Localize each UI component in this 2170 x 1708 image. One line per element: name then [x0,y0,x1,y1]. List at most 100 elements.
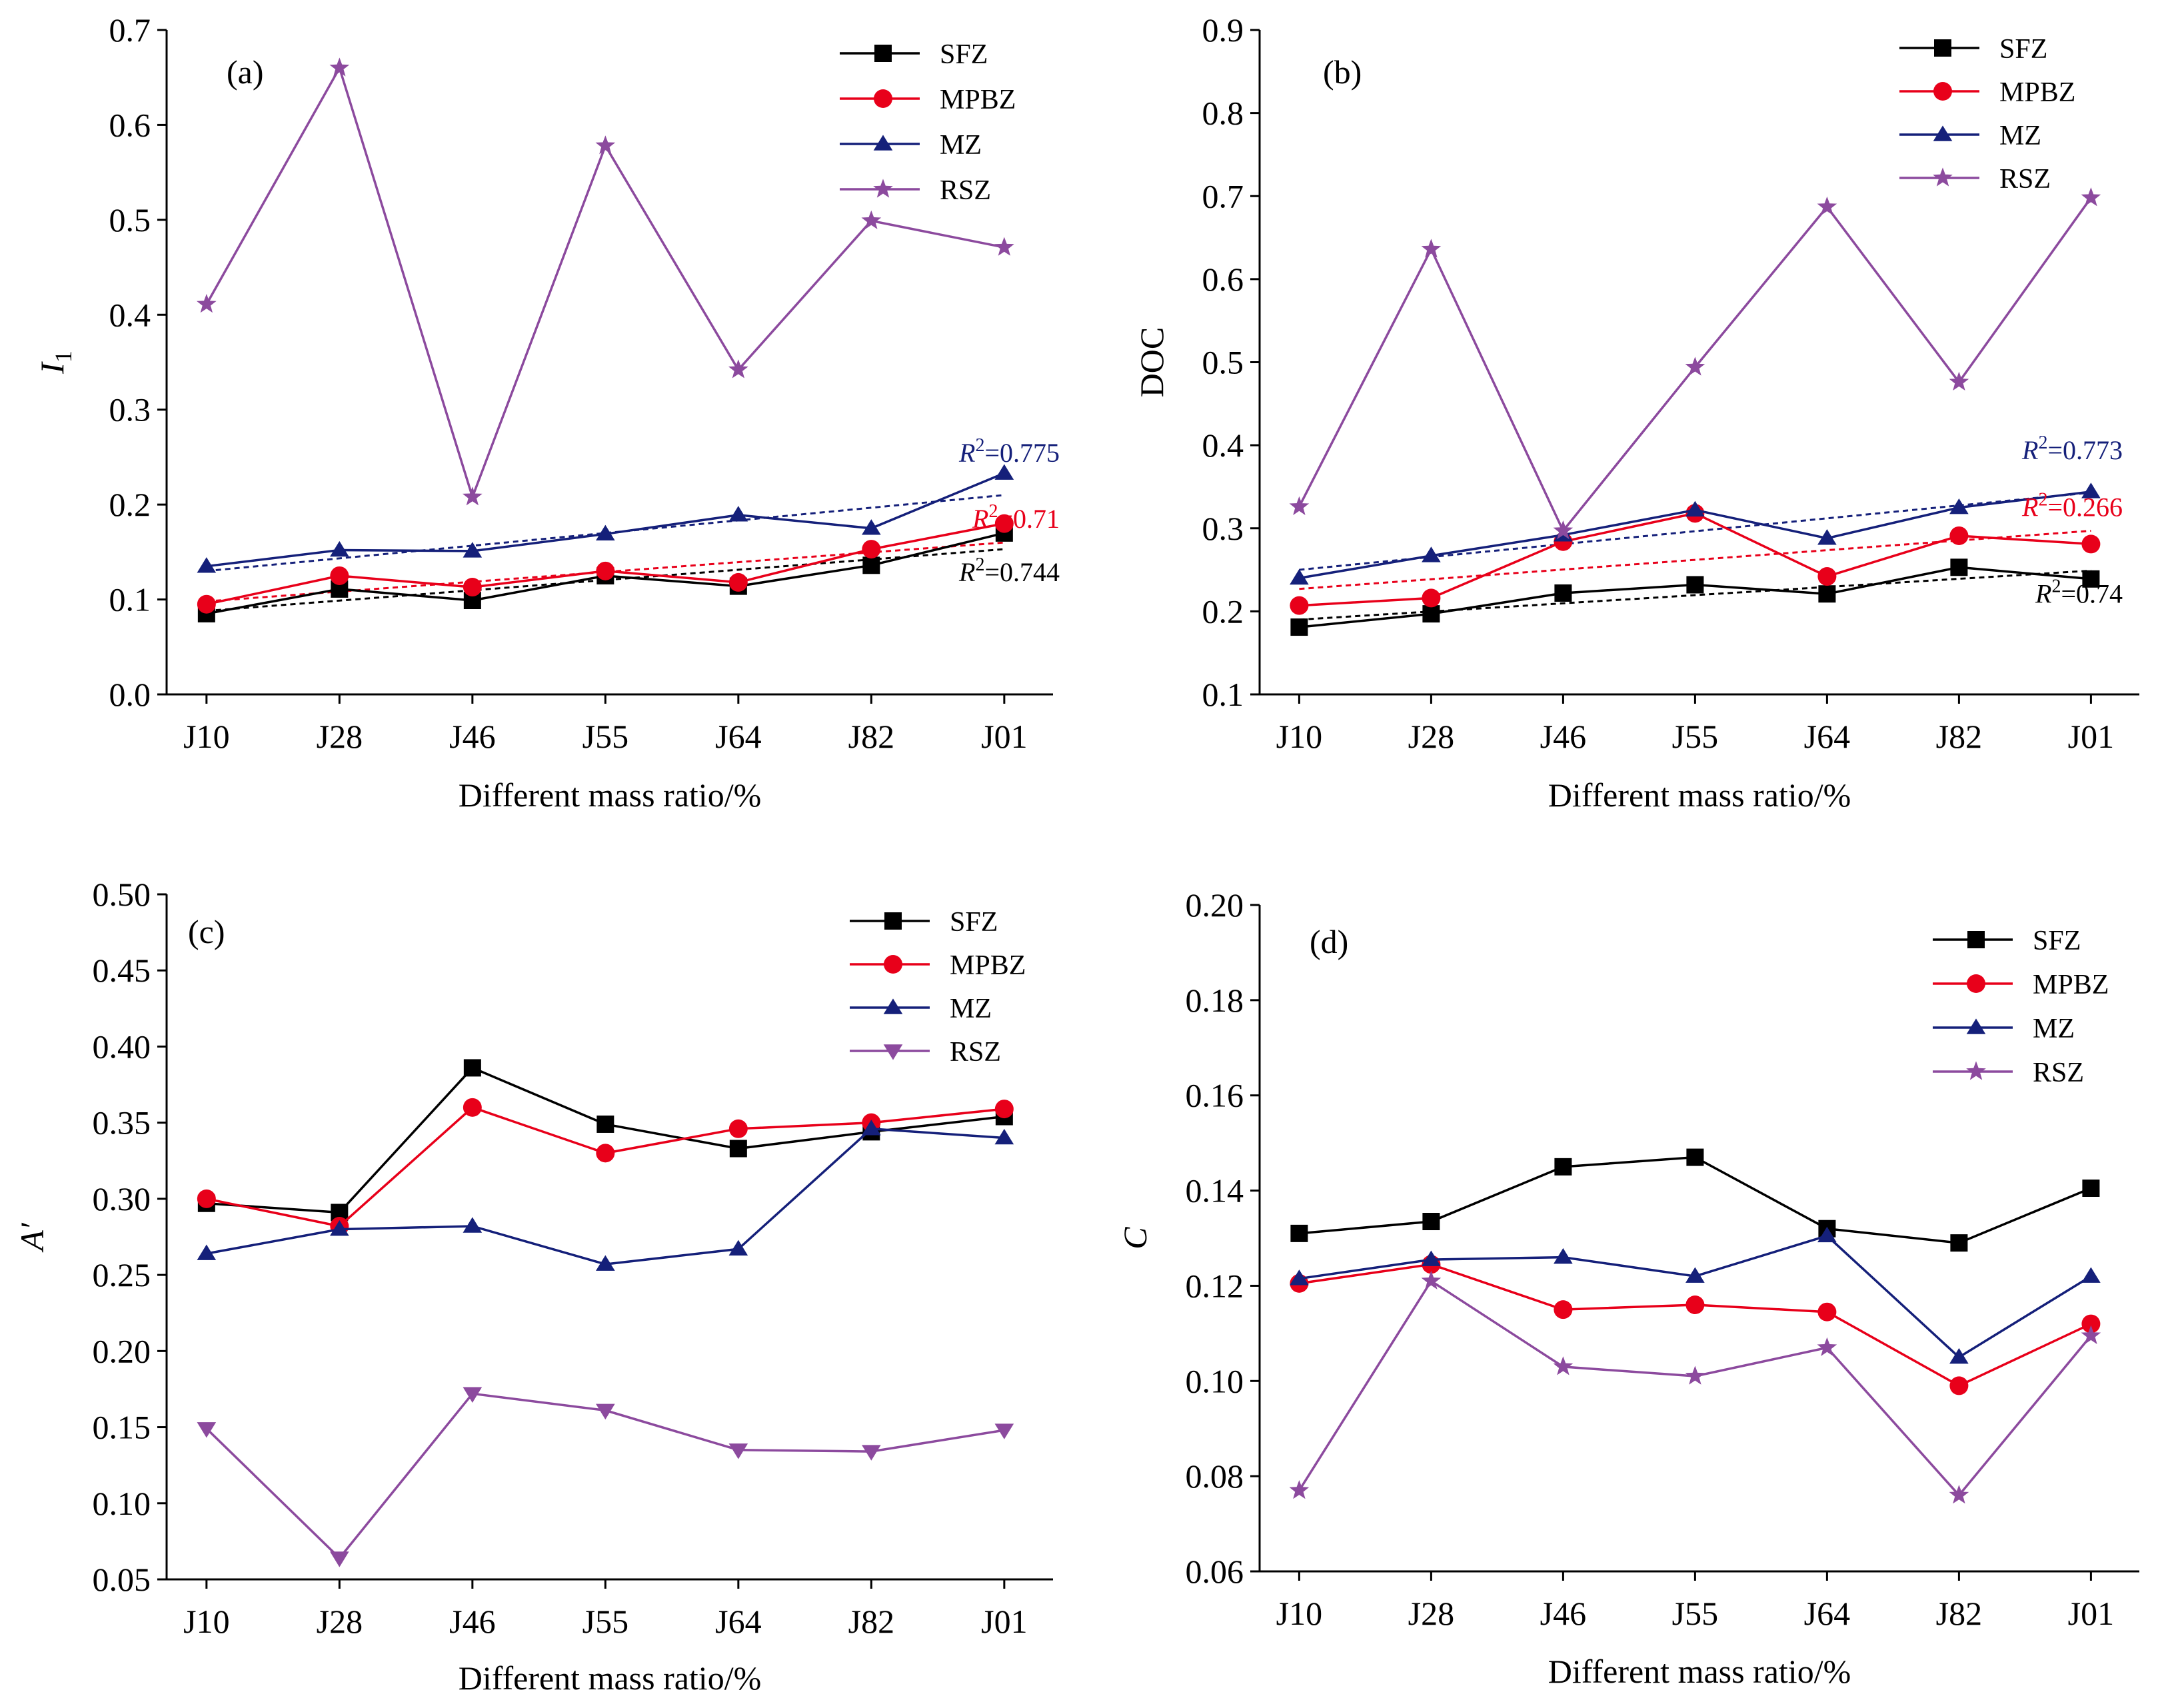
x-tick-label: J55 [582,718,628,755]
series-rsz [1289,187,2101,540]
legend: SFZ MPBZ MZ RSZ [840,39,1016,206]
data-point [1290,596,1309,615]
legend-marker [874,89,892,108]
chart-panel-a: 0.0 0.1 0.2 0.3 0.4 0.5 0.6 0.7 J10 J28 J46 J55 J64 J… [33,11,1060,814]
legend-label: RSZ [950,1037,1001,1068]
data-point [1950,558,1968,576]
data-point [1554,1300,1573,1319]
y-axis-label: DOC [1133,327,1170,398]
y-tick-label: 0.08 [1186,1457,1244,1495]
x-tick-label: J55 [1672,718,1718,755]
data-point [197,557,217,573]
x-axis-label: Different mass ratio/% [1548,776,1851,814]
data-point [596,1403,615,1420]
legend-label: MZ [1999,121,2041,151]
data-point [728,572,748,592]
data-point [1817,1226,1837,1243]
x-tick-label: J01 [981,718,1027,755]
y-tick-label: 0.45 [93,952,151,989]
y-tick-label: 0.5 [109,201,151,239]
data-point [1817,529,1837,545]
data-point [994,464,1014,480]
x-tick-label: J01 [981,1603,1027,1640]
data-point [2082,570,2100,588]
data-point [1289,496,1310,515]
legend-marker [1966,1061,1986,1080]
series-sfz [1290,1148,2100,1252]
y-tick-label: 0.16 [1186,1077,1244,1114]
legend-label: RSZ [2033,1058,2084,1088]
data-point [2081,1314,2101,1333]
legend-label: MPBZ [2033,970,2109,1000]
data-point [596,1144,615,1163]
data-point [1554,1248,1573,1264]
data-point [1289,1480,1310,1499]
legend-label: SFZ [950,907,998,938]
data-point [862,1445,881,1461]
data-point [1817,567,1837,586]
legend-label: MZ [950,994,992,1024]
x-axis-label: Different mass ratio/% [459,776,762,814]
data-point [1950,1234,1968,1252]
legend-marker [1933,125,1953,141]
r2-symbol: R [2035,578,2051,608]
data-point [1685,357,1705,376]
data-point [994,1100,1014,1119]
x-tick-label: J64 [715,1603,761,1640]
y-tick-label: 0.0 [109,676,151,713]
data-point [1685,1267,1705,1283]
y-tick-label: 0.7 [1202,177,1244,215]
data-point [2081,534,2101,554]
data-point [463,1059,481,1077]
r2-annotation-mpbz: R2=0.71 [972,501,1060,534]
data-point [2081,187,2101,207]
data-point [197,294,217,313]
data-point [2081,1267,2101,1283]
x-tick-label: J10 [1276,1595,1322,1632]
y-axis-label-main: A′ [13,1222,51,1253]
data-point [1422,1250,1441,1266]
r2-superscript: 2 [988,501,998,522]
data-point [861,210,882,229]
y-axis-label-subscript: 1 [50,351,77,363]
legend-marker [1933,167,1953,187]
data-point [197,1244,217,1260]
x-tick-label: J10 [183,718,229,755]
data-point [463,486,483,506]
chart-panel-c: 0.05 0.10 0.15 0.20 0.25 0.30 0.35 0.40 0.45 0.50… [13,876,1053,1697]
y-axis-label: C [1116,1227,1154,1250]
y-tick-label: 0.1 [109,581,151,618]
data-point [463,1098,482,1117]
legend-label: MPBZ [950,950,1026,981]
r2-symbol: R [972,504,988,534]
chart-panel-d: 0.06 0.08 0.10 0.12 0.14 0.16 0.18 0.20 J10 J28 J4… [1116,886,2139,1690]
data-point [1818,585,1836,603]
legend: SFZ MPBZ MZ RSZ [850,907,1026,1068]
y-tick-label: 0.4 [109,296,151,333]
legend-marker [884,912,902,930]
legend-marker [1933,82,1952,101]
legend-label: SFZ [940,39,988,70]
y-tick-label: 0.20 [93,1332,151,1369]
y-axis-label-main: C [1116,1227,1154,1250]
x-tick-label: J46 [449,1603,495,1640]
r2-annotation-mpbz: R2=0.266 [2021,489,2123,522]
data-point [1553,520,1574,540]
legend-label: MPBZ [940,85,1016,115]
r2-annotation-mz: R2=0.775 [958,435,1060,468]
r2-value: =0.744 [984,557,1060,587]
y-axis-label: I1 [33,351,77,375]
data-point [1949,526,1969,545]
y-tick-label: 0.14 [1186,1172,1244,1210]
r2-value: =0.74 [2061,578,2123,608]
panel-tag: (c) [188,913,225,950]
data-point [1817,196,1837,216]
data-point [994,237,1014,256]
y-tick-label: 0.25 [93,1256,151,1293]
series-rsz [1289,1270,2101,1504]
series-mz [197,464,1014,573]
y-tick-label: 0.2 [109,486,151,523]
y-tick-label: 0.8 [1202,95,1244,132]
series-line [1299,1156,2092,1244]
